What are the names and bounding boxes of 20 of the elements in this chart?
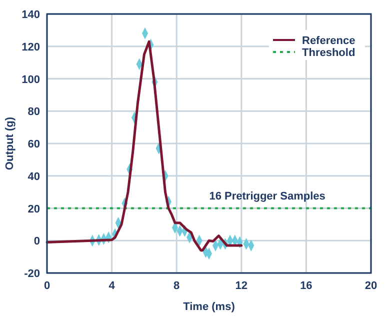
x-tick-label: 20 — [364, 280, 378, 292]
y-tick-label: 20 — [28, 203, 40, 216]
x-tick-label: 12 — [235, 280, 248, 292]
annotation: 16 Pretrigger Samples — [209, 190, 326, 202]
x-tick-label: 16 — [300, 280, 312, 292]
y-tick-label: 120 — [22, 41, 40, 54]
x-tick-label: 0 — [44, 280, 50, 292]
y-tick-label: 80 — [28, 106, 40, 118]
x-tick-label: 8 — [174, 280, 180, 292]
y-tick-label: -20 — [24, 268, 40, 280]
legend-label: Reference — [302, 35, 356, 47]
legend-label: Threshold — [302, 47, 356, 59]
x-tick-label: 4 — [108, 280, 116, 292]
y-tick-label: 140 — [22, 9, 40, 21]
y-tick-label: 100 — [22, 74, 40, 86]
y-tick-label: 40 — [28, 170, 40, 183]
x-axis-title: Time (ms) — [183, 301, 236, 313]
y-tick-label: 60 — [28, 138, 40, 150]
y-tick-label: 0 — [34, 236, 40, 248]
y-axis-title: Output (g) — [4, 116, 16, 170]
